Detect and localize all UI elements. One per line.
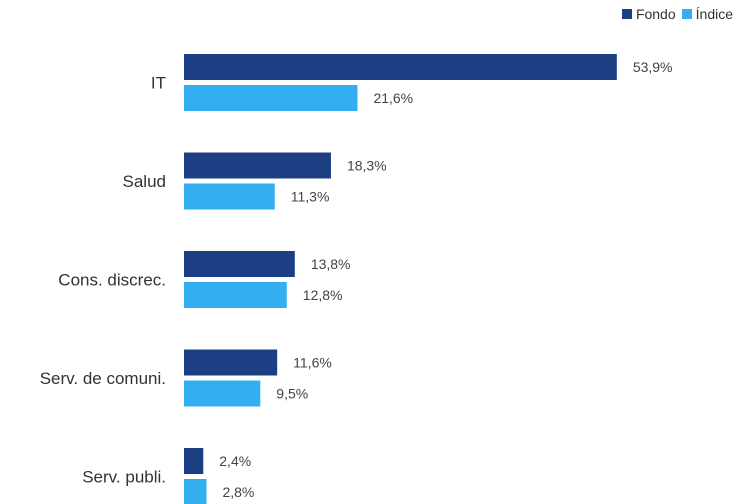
data-label-indice-serv-publi: 2,8% [222, 484, 254, 500]
data-label-fondo-serv-de-comuni: 11,6% [293, 355, 332, 371]
legend-swatch-indice [681, 9, 692, 19]
bar-indice-serv-de-comuni [184, 380, 261, 407]
bar-fondo-salud [184, 152, 331, 179]
bar-indice-it [184, 85, 358, 111]
bar-fondo-it [184, 54, 617, 80]
data-label-indice-cons-discrec: 12,8% [303, 287, 343, 303]
legend-item-fondo: Fondo [621, 6, 676, 22]
bar-fondo-serv-publi [184, 448, 204, 474]
category-label-serv-de-comuni: Serv. de comuni. [40, 369, 166, 388]
data-label-fondo-salud: 18,3% [347, 158, 387, 174]
data-label-indice-it: 21,6% [373, 90, 413, 106]
legend-label-indice: Índice [695, 6, 733, 22]
bar-fondo-cons-discrec [184, 251, 295, 277]
legend: Fondo Índice [621, 6, 733, 22]
data-label-fondo-serv-publi: 2,4% [219, 453, 251, 469]
legend-item-indice: Índice [681, 6, 733, 22]
category-label-serv-publi: Serv. publi. [82, 468, 166, 487]
bar-indice-cons-discrec [184, 282, 287, 308]
data-label-fondo-cons-discrec: 13,8% [311, 256, 351, 272]
data-label-indice-salud: 11,3% [291, 189, 330, 205]
bar-indice-salud [184, 183, 275, 210]
category-label-it: IT [151, 74, 166, 93]
data-label-fondo-it: 53,9% [633, 59, 673, 75]
bar-indice-serv-publi [184, 479, 207, 504]
bar-fondo-serv-de-comuni [184, 349, 278, 376]
data-label-indice-serv-de-comuni: 9,5% [276, 386, 308, 402]
legend-label-fondo: Fondo [635, 6, 676, 22]
category-label-salud: Salud [123, 172, 166, 191]
category-label-cons-discrec: Cons. discrec. [58, 271, 166, 290]
legend-swatch-fondo [621, 9, 632, 19]
